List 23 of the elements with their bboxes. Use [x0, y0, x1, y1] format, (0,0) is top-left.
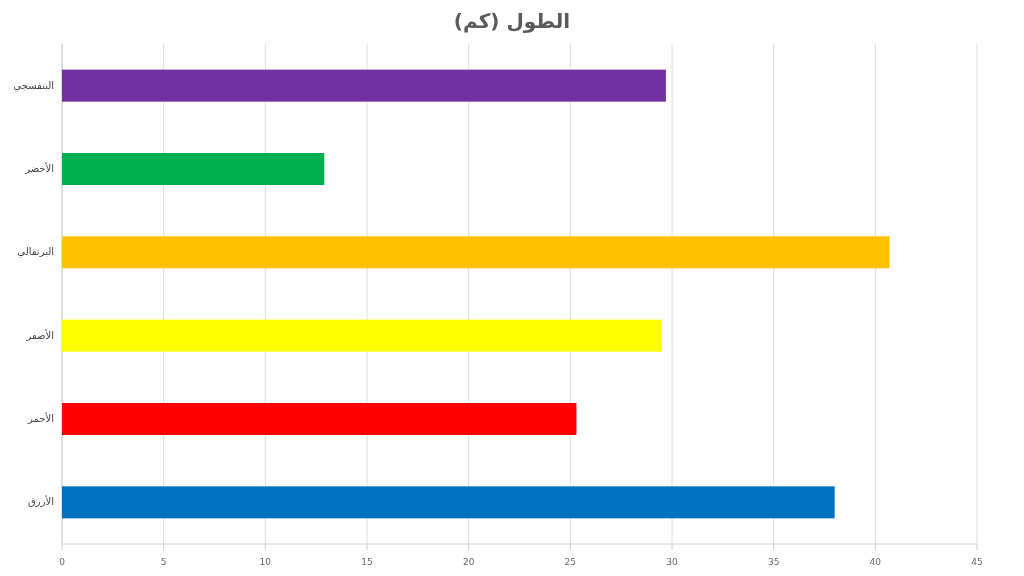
x-tick-label: 20: [462, 557, 475, 567]
x-tick-label: 25: [564, 557, 577, 567]
x-tick-label: 0: [59, 557, 66, 567]
bar: [62, 319, 662, 352]
x-tick-label: 45: [971, 557, 983, 567]
y-tick-label: الأخضر: [24, 162, 54, 174]
bar: [62, 403, 577, 435]
x-tick-label: 5: [160, 557, 167, 567]
x-tick-label: 10: [259, 557, 272, 567]
y-tick-label: البرتقالي: [17, 246, 54, 259]
x-tick-label: 40: [869, 557, 882, 567]
x-tick-label: 35: [767, 557, 780, 567]
bar: [62, 486, 835, 519]
bar: [62, 69, 666, 102]
y-tick-label: الأزرق: [28, 495, 54, 508]
bar: [62, 236, 890, 269]
chart-title: الطول (كم): [453, 9, 571, 33]
x-tick-label: 15: [361, 557, 373, 567]
x-tick-label: 30: [666, 557, 678, 567]
y-tick-label: البنفسجي: [13, 79, 54, 92]
y-tick-label: الأحمر: [27, 412, 54, 424]
bar: [62, 153, 325, 185]
y-tick-label: الأصفر: [25, 328, 54, 341]
